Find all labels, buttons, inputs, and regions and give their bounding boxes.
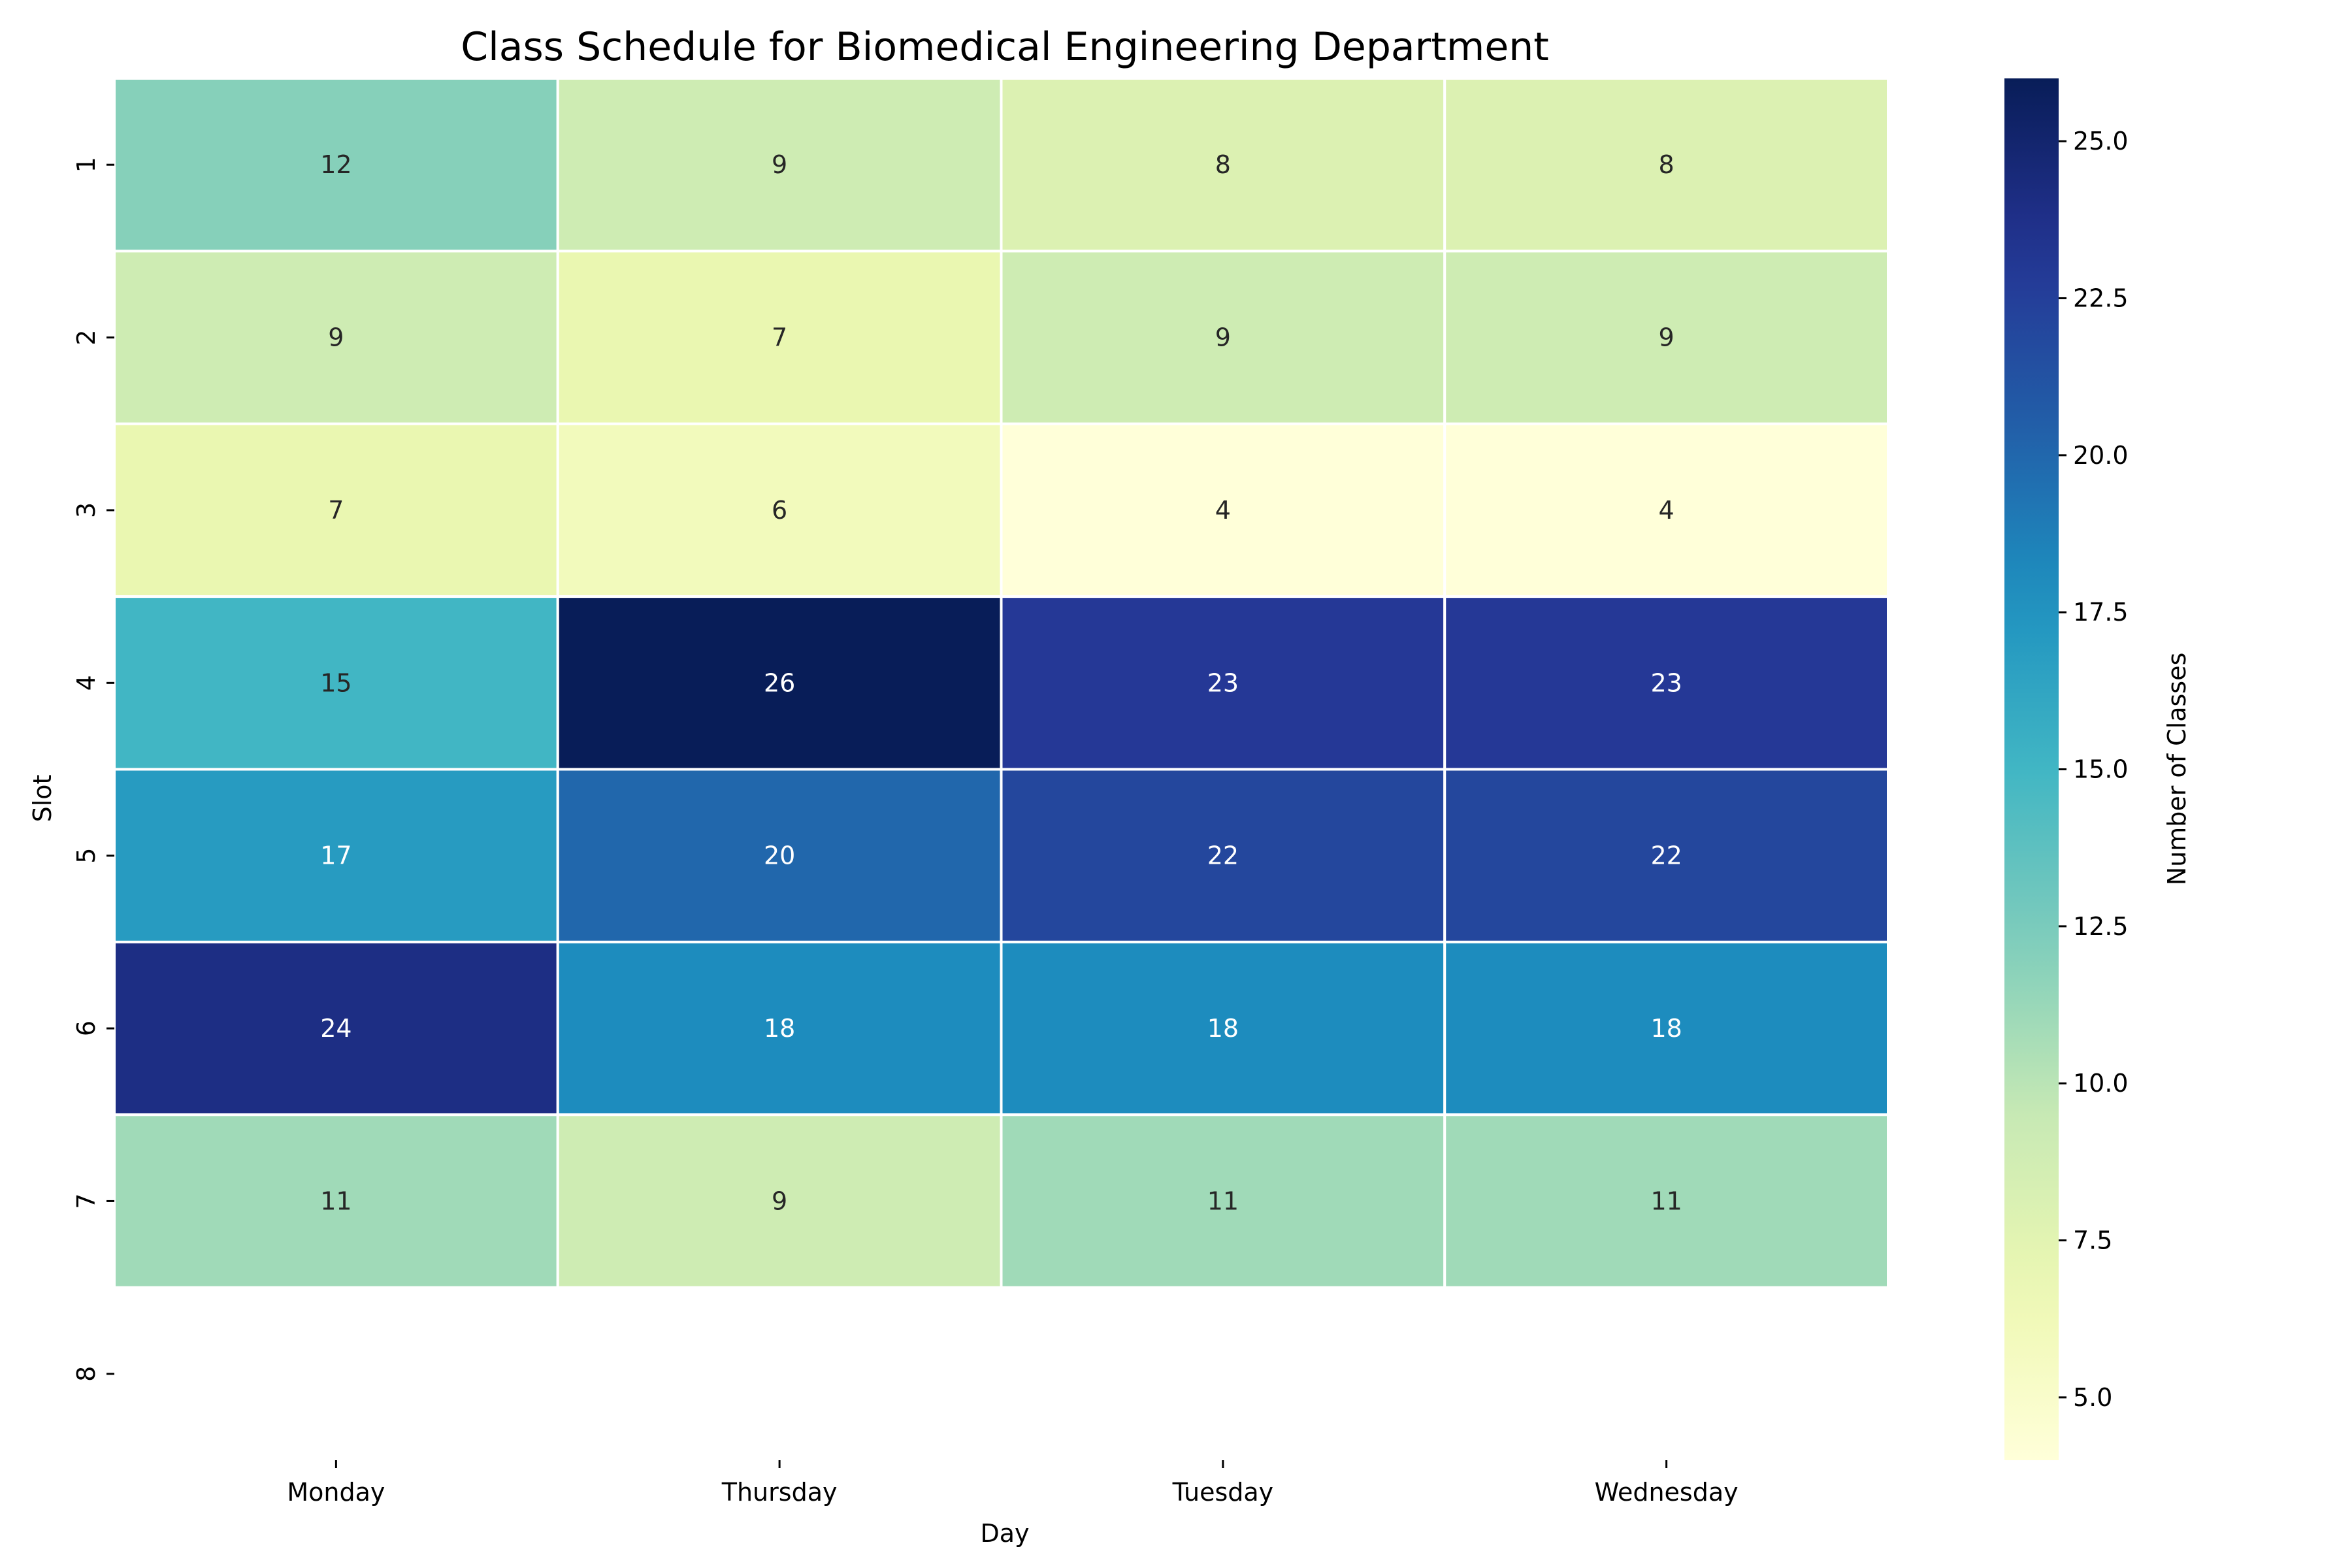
colorbar-tick-label: 22.5 — [2073, 284, 2129, 312]
heatmap-cell — [1000, 77, 1446, 253]
cell-value-label: 9 — [772, 150, 787, 179]
heatmap-cell — [1443, 595, 1889, 771]
cell-value-label: 6 — [772, 496, 787, 525]
heatmap-cell — [556, 77, 1003, 253]
y-tick-label: 6 — [72, 1021, 101, 1036]
x-tick-label: Wednesday — [1595, 1478, 1739, 1507]
colorbar-tick-label: 15.0 — [2073, 755, 2129, 784]
colorbar-tick-label: 10.0 — [2073, 1069, 2129, 1098]
cell-value-label: 18 — [1207, 1014, 1239, 1043]
colorbar-tick-label: 20.0 — [2073, 441, 2129, 470]
heatmap-cell — [556, 768, 1003, 943]
cell-value-label: 7 — [328, 496, 344, 525]
colorbar-tick-label: 25.0 — [2073, 127, 2129, 155]
colorbar-tick-label: 5.0 — [2073, 1383, 2112, 1412]
cell-value-label: 8 — [1659, 150, 1674, 179]
colorbar-tick-label: 17.5 — [2073, 598, 2129, 627]
x-axis-label: Day — [980, 1519, 1029, 1548]
heatmap-cell — [1000, 768, 1446, 943]
y-tick-label: 2 — [72, 329, 101, 345]
cell-value-label: 24 — [320, 1014, 351, 1043]
heatmap-cells — [113, 77, 1889, 1289]
heatmap-cell — [1443, 422, 1889, 598]
cell-value-label: 22 — [1650, 841, 1682, 870]
heatmap-cell — [556, 940, 1003, 1117]
heatmap-cell — [1443, 768, 1889, 943]
colorbar: 5.0 7.5 10.0 12.5 15.0 17.5 20.0 22.5 25.0 Numbe… — [2004, 78, 2191, 1460]
cell-value-label: 20 — [764, 841, 795, 870]
colorbar-tick-label: 12.5 — [2073, 912, 2129, 941]
cell-value-label: 9 — [1659, 323, 1674, 352]
heatmap-cell — [113, 595, 559, 771]
y-axis-label: Slot — [28, 775, 57, 823]
heatmap-cell — [1443, 1113, 1889, 1289]
heatmap-cell — [556, 250, 1003, 425]
heatmap-cell — [556, 595, 1003, 771]
cell-value-label: 7 — [772, 323, 787, 352]
cell-value-label: 8 — [1215, 150, 1231, 179]
x-tick-label: Thursday — [721, 1478, 838, 1507]
colorbar-gradient — [2004, 78, 2059, 1460]
cell-value-label: 11 — [1650, 1186, 1682, 1215]
x-tick-label: Tuesday — [1172, 1478, 1274, 1507]
heatmap-cell — [113, 768, 559, 943]
y-axis-ticks: 1 2 3 4 5 6 7 8 — [72, 157, 114, 1382]
y-tick-label: 8 — [72, 1366, 101, 1382]
cell-value-label: 18 — [1650, 1014, 1682, 1043]
x-tick-label: Monday — [287, 1478, 385, 1507]
colorbar-label: Number of Classes — [2163, 653, 2191, 886]
cell-value-label: 11 — [320, 1186, 351, 1215]
heatmap-cell — [1443, 77, 1889, 253]
cell-value-label: 15 — [320, 668, 351, 697]
heatmap-cell — [1443, 940, 1889, 1117]
x-axis-ticks: Monday Thursday Tuesday Wednesday — [287, 1460, 1739, 1507]
heatmap-cell — [1000, 595, 1446, 771]
colorbar-ticks: 5.0 7.5 10.0 12.5 15.0 17.5 20.0 22.5 25.0 — [2059, 127, 2129, 1412]
chart-title: Class Schedule for Biomedical Engineerin… — [461, 24, 1549, 70]
colorbar-tick-label: 7.5 — [2073, 1226, 2112, 1255]
heatmap-cell — [113, 1113, 559, 1289]
cell-value-label: 23 — [1207, 668, 1239, 697]
heatmap-cell — [1443, 250, 1889, 425]
cell-labels: 12 9 8 8 9 7 9 9 7 6 4 4 15 26 23 23 17 20 22 22 24 18 18 18 11 9… — [320, 150, 1682, 1215]
heatmap-cell — [556, 422, 1003, 598]
cell-value-label: 4 — [1215, 496, 1231, 525]
cell-value-label: 18 — [764, 1014, 795, 1043]
y-tick-label: 4 — [72, 675, 101, 691]
cell-value-label: 4 — [1659, 496, 1674, 525]
heatmap-cell — [1000, 940, 1446, 1117]
y-tick-label: 5 — [72, 848, 101, 864]
cell-value-label: 26 — [764, 668, 795, 697]
cell-value-label: 9 — [1215, 323, 1231, 352]
heatmap-cell — [113, 940, 559, 1117]
y-tick-label: 3 — [72, 502, 101, 518]
cell-value-label: 9 — [772, 1186, 787, 1215]
cell-value-label: 17 — [320, 841, 351, 870]
heatmap-cell — [113, 250, 559, 425]
cell-value-label: 22 — [1207, 841, 1239, 870]
heatmap-cell — [113, 77, 559, 253]
heatmap-cell — [1000, 1113, 1446, 1289]
cell-value-label: 9 — [328, 323, 344, 352]
cell-value-label: 12 — [320, 150, 351, 179]
y-tick-label: 7 — [72, 1193, 101, 1209]
cell-value-label: 11 — [1207, 1186, 1239, 1215]
y-tick-label: 1 — [72, 157, 101, 172]
cell-value-label: 23 — [1650, 668, 1682, 697]
